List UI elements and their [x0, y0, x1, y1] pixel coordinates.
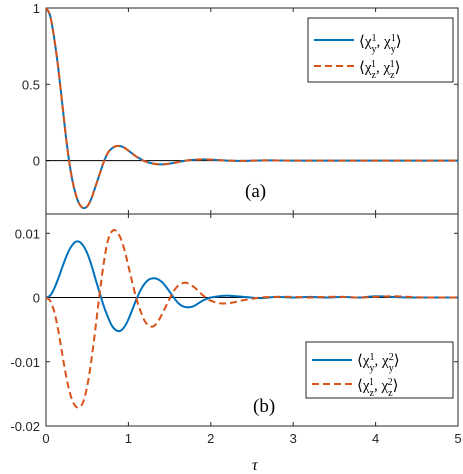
x-axis-label: τ [252, 457, 259, 474]
y-tick-label: 0 [33, 291, 40, 306]
panel-b-legend: ⟨χy1, χy2⟩ ⟨χz1, χz2⟩ [305, 341, 454, 399]
legend-box [307, 17, 454, 83]
x-tick-label: 4 [372, 431, 379, 446]
legend-entry-b2: ⟨χz1, χz2⟩ [357, 377, 398, 399]
legend-entry-a1: ⟨χy1, χy1⟩ [359, 33, 402, 55]
y-tick-label: 0.01 [15, 226, 40, 241]
x-tick-label: 2 [207, 431, 214, 446]
panel-b-label: (b) [253, 396, 275, 417]
legend-entry-a2: ⟨χz1, χz1⟩ [359, 59, 400, 81]
y-tick-label: 0 [33, 154, 40, 169]
series-line-dashed [45, 229, 458, 409]
panel-b: 0 1 2 3 4 5 0.01 0 -0.01 -0.02 (b) ⟨χy1, χy2⟩ ⟨χz… [10, 213, 462, 474]
x-tick-label: 0 [42, 431, 49, 446]
y-tick-label: -0.01 [10, 355, 40, 370]
y-tick-label: 1 [33, 1, 40, 16]
legend-entry-b1: ⟨χy1, χy2⟩ [357, 352, 400, 374]
y-tick-label: 0.5 [22, 77, 40, 92]
panel-b-ticks: 0 1 2 3 4 5 0.01 0 -0.01 -0.02 [10, 214, 462, 446]
x-tick-label: 5 [454, 431, 461, 446]
x-tick-label: 1 [125, 431, 132, 446]
legend-box [305, 341, 454, 399]
panel-b-series [45, 229, 458, 409]
series-line-dashed [45, 7, 458, 210]
panel-a-label: (a) [245, 181, 266, 202]
y-tick-label: -0.02 [10, 419, 40, 434]
panel-a-series [45, 7, 458, 210]
panel-a-legend: ⟨χy1, χy1⟩ ⟨χz1, χz1⟩ [307, 17, 454, 83]
x-tick-label: 3 [290, 431, 297, 446]
panel-a: 1 0.5 0 (a) ⟨χy1, χy1⟩ ⟨χz1, χz1⟩ [22, 1, 459, 215]
